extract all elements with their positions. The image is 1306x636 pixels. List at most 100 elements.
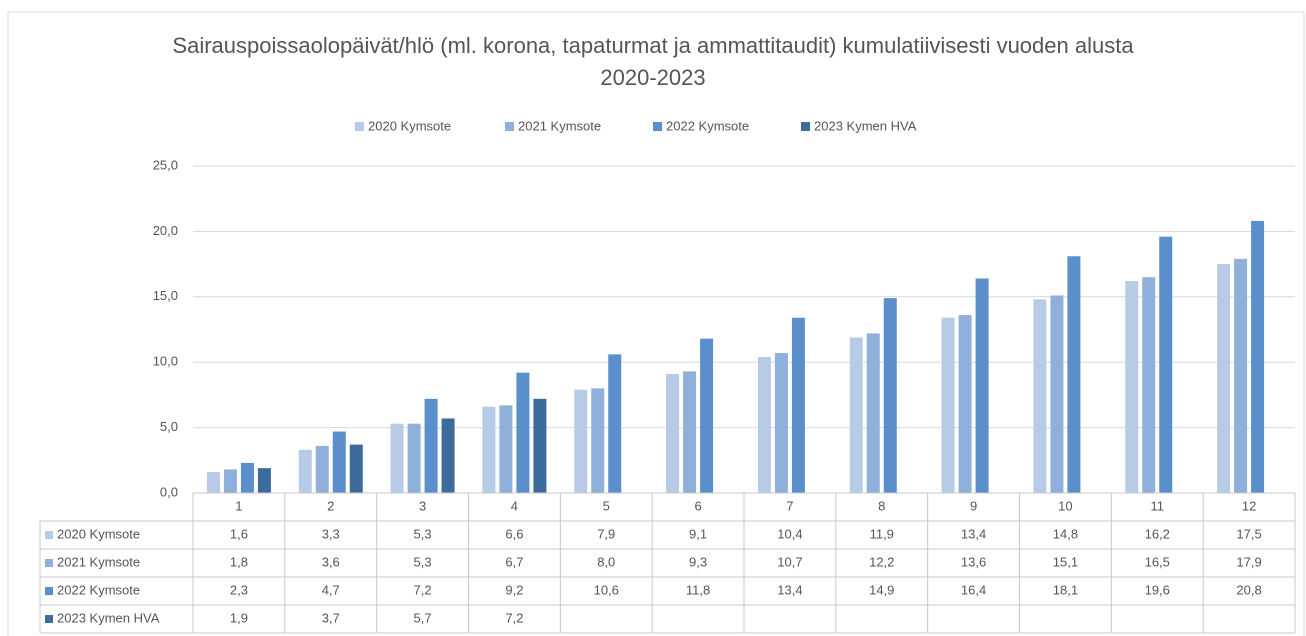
bar <box>1234 258 1248 493</box>
table-cell: 12,2 <box>869 554 894 569</box>
table-row-label: 2021 Kymsote <box>57 554 140 569</box>
table-cell: 6,7 <box>505 554 523 569</box>
bar <box>1159 236 1173 493</box>
legend-swatch <box>801 122 810 131</box>
x-tick-label: 1 <box>235 498 242 513</box>
table-cell: 9,3 <box>689 554 707 569</box>
table-cell: 17,5 <box>1236 526 1261 541</box>
x-tick-label: 5 <box>603 498 610 513</box>
x-tick-label: 3 <box>419 498 426 513</box>
table-legend-key <box>45 531 53 539</box>
table-cell: 5,3 <box>414 554 432 569</box>
x-tick-label: 10 <box>1058 498 1072 513</box>
bar <box>516 372 530 493</box>
bar <box>257 468 271 493</box>
bar <box>683 371 697 493</box>
table-cell: 3,7 <box>322 610 340 625</box>
x-tick-label: 8 <box>878 498 885 513</box>
table-cell: 13,6 <box>961 554 986 569</box>
table-cell: 11,9 <box>870 526 894 541</box>
bar <box>298 449 312 493</box>
bar <box>1050 295 1064 493</box>
bar <box>1217 264 1231 493</box>
bar <box>332 431 346 493</box>
bar <box>441 418 455 493</box>
bar <box>757 356 771 493</box>
bar <box>482 406 496 493</box>
table-cell: 7,2 <box>505 610 523 625</box>
x-tick-label: 11 <box>1151 498 1165 513</box>
table-cell: 14,8 <box>1053 526 1078 541</box>
table-cell: 16,4 <box>961 582 986 597</box>
y-tick-label: 10,0 <box>153 354 178 369</box>
table-cell: 11,8 <box>686 582 710 597</box>
table-cell: 2,3 <box>230 582 248 597</box>
bar <box>349 444 363 493</box>
bar <box>975 278 989 493</box>
table-row-label: 2020 Kymsote <box>57 526 140 541</box>
chart-frame <box>7 11 1305 636</box>
bar <box>666 373 680 493</box>
table-cell: 13,4 <box>777 582 802 597</box>
table-row-label: 2023 Kymen HVA <box>57 610 160 625</box>
bar <box>390 423 404 493</box>
bar <box>700 338 714 493</box>
legend-label: 2023 Kymen HVA <box>814 118 917 133</box>
bar <box>774 353 788 493</box>
table-legend-key <box>45 559 53 567</box>
table-cell: 18,1 <box>1053 582 1078 597</box>
legend-swatch <box>505 122 514 131</box>
table-legend-key <box>45 615 53 623</box>
table-cell: 3,3 <box>322 526 340 541</box>
table-cell: 4,7 <box>322 582 340 597</box>
bar <box>315 445 329 493</box>
legend-label: 2020 Kymsote <box>368 118 451 133</box>
table-cell: 1,9 <box>230 610 248 625</box>
y-tick-label: 15,0 <box>153 288 178 303</box>
table-cell: 10,7 <box>777 554 802 569</box>
bar <box>941 317 955 493</box>
bar <box>591 388 605 493</box>
table-cell: 8,0 <box>597 554 615 569</box>
x-tick-label: 12 <box>1242 498 1256 513</box>
bar <box>1142 277 1156 493</box>
bar <box>1251 220 1265 493</box>
bar <box>574 389 588 493</box>
bar <box>206 472 220 493</box>
table-cell: 10,6 <box>594 582 619 597</box>
bar <box>1125 281 1139 493</box>
y-tick-label: 0,0 <box>160 484 178 499</box>
table-cell: 16,5 <box>1145 554 1170 569</box>
table-row-label: 2022 Kymsote <box>57 582 140 597</box>
bar <box>1067 256 1081 493</box>
bar <box>791 317 805 493</box>
table-cell: 13,4 <box>961 526 986 541</box>
x-tick-label: 9 <box>970 498 977 513</box>
bar <box>883 298 897 493</box>
table-cell: 15,1 <box>1053 554 1078 569</box>
legend-label: 2021 Kymsote <box>518 118 601 133</box>
x-tick-label: 2 <box>327 498 334 513</box>
x-tick-label: 7 <box>786 498 793 513</box>
y-tick-label: 25,0 <box>153 157 178 172</box>
bar <box>849 337 863 493</box>
legend-swatch <box>355 122 364 131</box>
legend-swatch <box>653 122 662 131</box>
table-cell: 1,6 <box>230 526 248 541</box>
bar <box>407 423 421 493</box>
table-cell: 5,3 <box>414 526 432 541</box>
y-tick-label: 20,0 <box>153 223 178 238</box>
table-cell: 3,6 <box>322 554 340 569</box>
bar <box>424 398 438 493</box>
x-tick-label: 6 <box>694 498 701 513</box>
table-cell: 5,7 <box>414 610 432 625</box>
bar <box>958 315 972 493</box>
table-legend-key <box>45 587 53 595</box>
bar <box>499 405 513 493</box>
bar <box>1033 299 1047 493</box>
y-tick-label: 5,0 <box>160 419 178 434</box>
bar <box>533 398 547 493</box>
table-cell: 1,8 <box>230 554 248 569</box>
